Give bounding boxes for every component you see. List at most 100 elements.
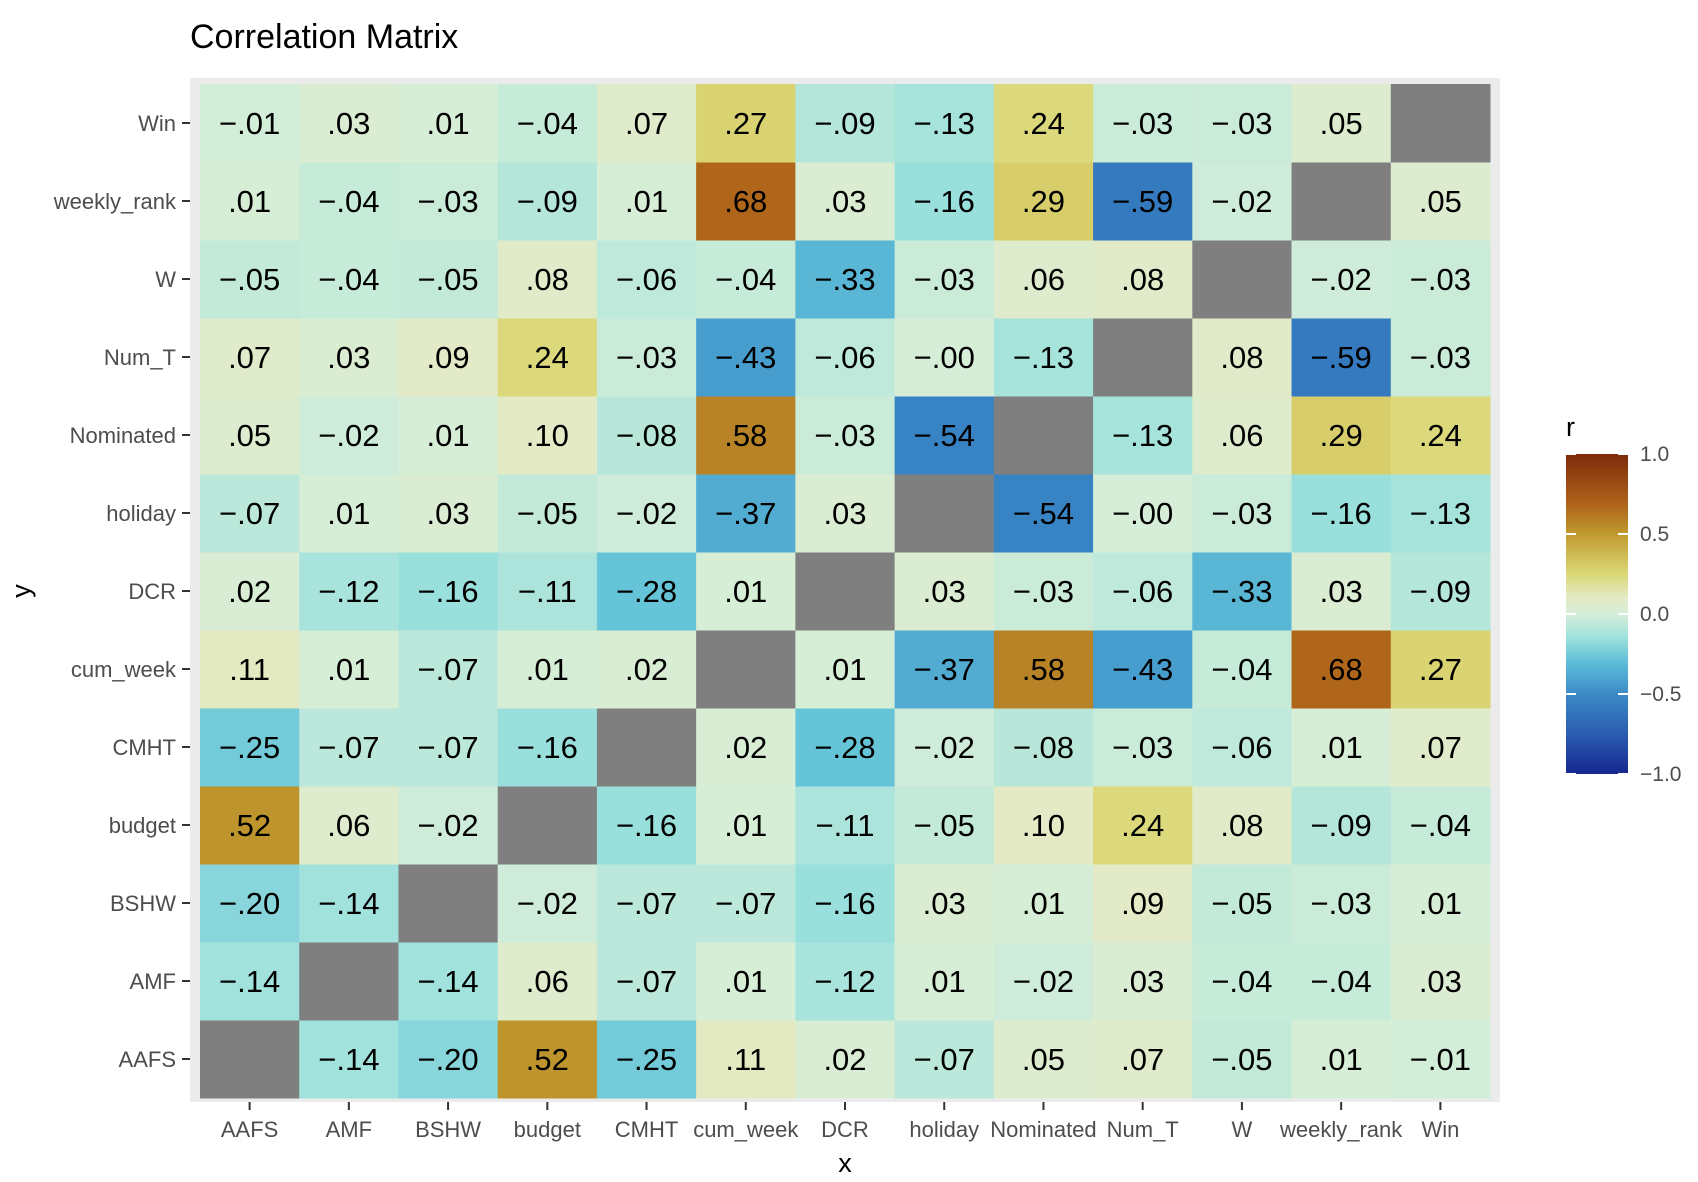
heatmap-cell-DCR-holiday bbox=[795, 474, 896, 553]
heatmap-cell-AMF-Num_T bbox=[299, 318, 399, 397]
heatmap-cell-W-Nominated bbox=[1192, 396, 1293, 475]
heatmap-cell-Win-holiday bbox=[1390, 474, 1491, 553]
x-axis-title: x bbox=[838, 1148, 852, 1178]
heatmap-cell-AAFS-W bbox=[200, 240, 300, 319]
cell-value-label: .01 bbox=[1022, 886, 1065, 921]
heatmap-cell-cum_week-cum_week bbox=[696, 630, 796, 709]
cell-value-label: .07 bbox=[625, 106, 668, 141]
heatmap-cell-weekly_rank-AAFS bbox=[1291, 1020, 1392, 1099]
cell-value-label: −.20 bbox=[417, 1042, 478, 1077]
cell-value-label: −.33 bbox=[814, 262, 875, 297]
cell-value-label: .68 bbox=[724, 184, 767, 219]
cell-value-label: −.14 bbox=[417, 964, 478, 999]
x-tick-label-Win: Win bbox=[1421, 1117, 1459, 1142]
cell-value-label: −.02 bbox=[616, 496, 677, 531]
heatmap-cell-budget-budget bbox=[497, 786, 598, 865]
heatmap-cell-AMF-cum_week bbox=[299, 630, 399, 709]
heatmap-cell-W-holiday bbox=[1192, 474, 1293, 553]
cell-value-label: −.03 bbox=[1013, 574, 1074, 609]
heatmap-cell-Win-budget bbox=[1390, 786, 1491, 865]
cell-value-label: −.08 bbox=[1013, 730, 1074, 765]
cell-value-label: .03 bbox=[1320, 574, 1363, 609]
x-tick-label-Nominated: Nominated bbox=[990, 1117, 1096, 1142]
heatmap-cell-BSHW-BSHW bbox=[398, 864, 499, 943]
cell-value-label: −.16 bbox=[517, 730, 578, 765]
heatmap-cell-labels: −.14 −.20 .52 −.25 .11 .02 −.07 .05 .07 −.05 .01 −.… bbox=[219, 106, 1471, 1077]
cell-value-label: .52 bbox=[526, 1042, 569, 1077]
y-tick-label-Num_T: Num_T bbox=[104, 345, 176, 370]
cell-value-label: −.16 bbox=[1311, 496, 1372, 531]
heatmap-cell-BSHW-CMHT bbox=[398, 708, 499, 787]
cell-value-label: −.43 bbox=[715, 340, 776, 375]
cell-value-label: .10 bbox=[526, 418, 569, 453]
cell-value-label: .03 bbox=[427, 496, 470, 531]
cell-value-label: .24 bbox=[526, 340, 569, 375]
heatmap-cell-Win-Nominated bbox=[1390, 396, 1491, 475]
cell-value-label: −.37 bbox=[914, 652, 975, 687]
cell-value-label: −.05 bbox=[219, 262, 280, 297]
cell-value-label: .24 bbox=[1419, 418, 1462, 453]
heatmap-cell-CMHT-holiday bbox=[596, 474, 697, 553]
heatmap-cell-Nominated-weekly_rank bbox=[993, 162, 1094, 241]
heatmap-cell-CMHT-AAFS bbox=[596, 1020, 697, 1099]
heatmap-cell-DCR-budget bbox=[795, 786, 896, 865]
cell-value-label: −.03 bbox=[1311, 886, 1372, 921]
heatmap-cell-Nominated-DCR bbox=[993, 552, 1094, 631]
heatmap-cell-cum_week-AAFS bbox=[696, 1020, 796, 1099]
heatmap-cell-budget-CMHT bbox=[497, 708, 598, 787]
heatmap-cell-BSHW-W bbox=[398, 240, 499, 319]
heatmap-cell-holiday-BSHW bbox=[894, 864, 995, 943]
cell-value-label: −.00 bbox=[1112, 496, 1173, 531]
heatmap-cell-budget-DCR bbox=[497, 552, 598, 631]
heatmap-cell-holiday-weekly_rank bbox=[894, 162, 995, 241]
cell-value-label: −.03 bbox=[616, 340, 677, 375]
heatmap-cell-weekly_rank-Num_T bbox=[1291, 318, 1392, 397]
heatmap-cell-cum_week-Num_T bbox=[696, 318, 796, 397]
heatmap-cell-AAFS-Nominated bbox=[200, 396, 300, 475]
heatmap-cell-DCR-W bbox=[795, 240, 896, 319]
heatmap-cell-BSHW-AAFS bbox=[398, 1020, 499, 1099]
heatmap-cell-budget-cum_week bbox=[497, 630, 598, 709]
cell-value-label: −.54 bbox=[1013, 496, 1074, 531]
y-tick-label-BSHW: BSHW bbox=[110, 891, 176, 916]
cell-value-label: .01 bbox=[1419, 886, 1462, 921]
heatmap-cell-Win-AMF bbox=[1390, 942, 1491, 1021]
heatmap-cell-W-CMHT bbox=[1192, 708, 1293, 787]
heatmap-cell-weekly_rank-Win bbox=[1291, 84, 1392, 163]
heatmap-cell-weekly_rank-cum_week bbox=[1291, 630, 1392, 709]
cell-value-label: .03 bbox=[823, 496, 866, 531]
cell-value-label: .03 bbox=[1121, 964, 1164, 999]
cell-value-label: .01 bbox=[724, 808, 767, 843]
heatmap-cell-cum_week-holiday bbox=[696, 474, 796, 553]
heatmap-cell-DCR-BSHW bbox=[795, 864, 896, 943]
cell-value-label: −.28 bbox=[616, 574, 677, 609]
heatmap-cell-Nominated-holiday bbox=[993, 474, 1094, 553]
heatmap-cell-cum_week-budget bbox=[696, 786, 796, 865]
cell-value-label: −.07 bbox=[417, 730, 478, 765]
cell-value-label: −.09 bbox=[517, 184, 578, 219]
heatmap-cell-Nominated-BSHW bbox=[993, 864, 1094, 943]
cell-value-label: .24 bbox=[1121, 808, 1164, 843]
heatmap-cell-W-AAFS bbox=[1192, 1020, 1293, 1099]
heatmap-cell-DCR-AMF bbox=[795, 942, 896, 1021]
cell-value-label: −.03 bbox=[1211, 106, 1272, 141]
cell-value-label: .27 bbox=[1419, 652, 1462, 687]
cell-value-label: −.04 bbox=[715, 262, 776, 297]
cell-value-label: .05 bbox=[1320, 106, 1363, 141]
cell-value-label: −.04 bbox=[517, 106, 578, 141]
cell-value-label: .09 bbox=[1121, 886, 1164, 921]
heatmap-cell-Nominated-W bbox=[993, 240, 1094, 319]
cell-value-label: −.20 bbox=[219, 886, 280, 921]
cell-value-label: −.07 bbox=[914, 1042, 975, 1077]
cell-value-label: .07 bbox=[1121, 1042, 1164, 1077]
cell-value-label: −.06 bbox=[616, 262, 677, 297]
cell-value-label: .07 bbox=[1419, 730, 1462, 765]
heatmap-cell-weekly_rank-weekly_rank bbox=[1291, 162, 1392, 241]
cell-value-label: .01 bbox=[1320, 1042, 1363, 1077]
cell-value-label: −.02 bbox=[318, 418, 379, 453]
cell-value-label: −.04 bbox=[318, 184, 379, 219]
cell-value-label: −.03 bbox=[417, 184, 478, 219]
cell-value-label: .01 bbox=[327, 496, 370, 531]
heatmap-cell-AAFS-DCR bbox=[200, 552, 300, 631]
heatmap-cell-BSHW-budget bbox=[398, 786, 499, 865]
